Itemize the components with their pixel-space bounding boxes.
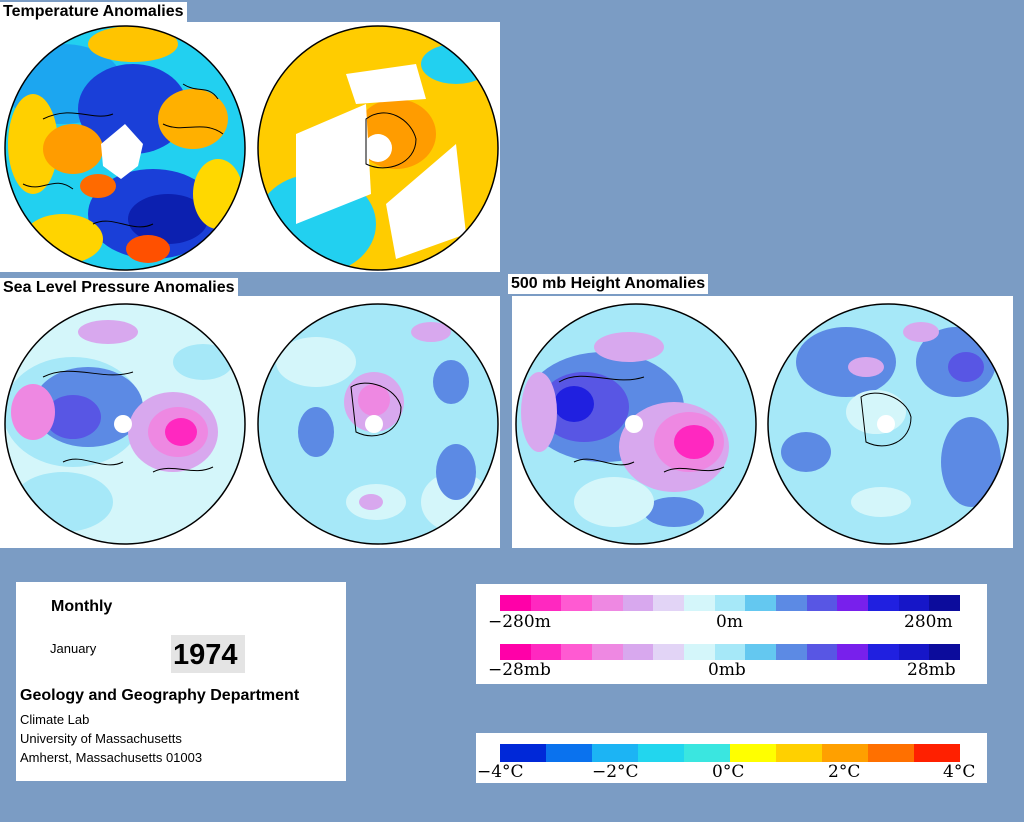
lab-label: Climate Lab <box>20 712 90 727</box>
year-label: 1974 <box>173 639 238 671</box>
height-color-swatch <box>500 595 531 611</box>
pressure-color-swatch <box>868 644 899 660</box>
height-min-label: −280m <box>488 612 551 632</box>
height-color-swatch <box>684 595 715 611</box>
temperature-legend-panel: −4°C −2°C 0°C 2°C 4°C <box>476 733 987 783</box>
temperature-color-bar <box>500 744 960 762</box>
pressure-color-swatch <box>684 644 715 660</box>
pressure-color-swatch <box>592 644 623 660</box>
slp-southern-hemisphere-globe <box>257 303 499 545</box>
temperature-color-swatch <box>592 744 638 762</box>
temperature-northern-hemisphere-globe <box>4 25 246 271</box>
pressure-min-label: −28mb <box>488 660 551 680</box>
temperature-color-swatch <box>868 744 914 762</box>
pressure-color-swatch <box>561 644 593 660</box>
height-color-swatch <box>622 595 654 611</box>
height-color-bar <box>500 595 961 611</box>
pressure-color-swatch <box>898 644 930 660</box>
height-mid-label: 0m <box>716 612 743 632</box>
temperature-tick-minus4: −4°C <box>477 762 524 782</box>
temperature-color-swatch <box>914 744 960 762</box>
slp-northern-hemisphere-globe <box>4 303 246 545</box>
height-color-swatch <box>929 595 961 611</box>
temperature-color-swatch <box>730 744 776 762</box>
temperature-tick-minus2: −2°C <box>592 762 639 782</box>
height-title: 500 mb Height Anomalies <box>508 274 709 294</box>
pressure-color-swatch <box>806 644 838 660</box>
height-color-swatch <box>561 595 593 611</box>
height-color-swatch <box>714 595 746 611</box>
period-label: Monthly <box>51 598 113 615</box>
temperature-southern-hemisphere-globe <box>257 25 499 271</box>
height-color-swatch <box>806 595 838 611</box>
address-label: Amherst, Massachusetts 01003 <box>20 750 203 765</box>
year-badge <box>171 635 245 673</box>
temperature-color-swatch <box>822 744 868 762</box>
height-color-swatch <box>776 595 807 611</box>
pressure-color-swatch <box>745 644 777 660</box>
pressure-color-bar <box>500 644 961 660</box>
department-label: Geology and Geography Department <box>20 687 300 704</box>
pressure-color-swatch <box>622 644 654 660</box>
pressure-color-swatch <box>837 644 869 660</box>
height-color-swatch <box>837 595 869 611</box>
height-northern-hemisphere-globe <box>515 303 757 545</box>
pressure-color-swatch <box>929 644 961 660</box>
pressure-color-swatch <box>714 644 746 660</box>
height-color-swatch <box>868 595 899 611</box>
height-color-swatch <box>653 595 685 611</box>
pressure-mid-label: 0mb <box>708 660 746 680</box>
month-label: January <box>50 641 97 656</box>
temperature-color-swatch <box>776 744 822 762</box>
info-box: Monthly January 1974 Geology and Geograp… <box>16 582 346 781</box>
temperature-tick-4: 4°C <box>943 762 976 782</box>
pressure-color-swatch <box>530 644 562 660</box>
temperature-title: Temperature Anomalies <box>0 2 187 22</box>
slp-title: Sea Level Pressure Anomalies <box>0 278 238 298</box>
height-color-swatch <box>898 595 930 611</box>
temperature-color-swatch <box>546 744 592 762</box>
height-color-swatch <box>592 595 623 611</box>
temperature-color-swatch <box>500 744 546 762</box>
temperature-tick-2: 2°C <box>828 762 861 782</box>
height-color-swatch <box>530 595 562 611</box>
temperature-color-swatch <box>684 744 730 762</box>
university-label: University of Massachusetts <box>20 731 182 746</box>
height-southern-hemisphere-globe <box>767 303 1009 545</box>
temperature-tick-0: 0°C <box>712 762 745 782</box>
height-max-label: 280m <box>904 612 953 632</box>
temperature-color-swatch <box>638 744 684 762</box>
pressure-max-label: 28mb <box>907 660 956 680</box>
pressure-color-swatch <box>776 644 807 660</box>
anomaly-legend-panel: −280m 0m 280m −28mb 0mb 28mb <box>476 584 987 684</box>
pressure-color-swatch <box>500 644 531 660</box>
height-color-swatch <box>745 595 777 611</box>
pressure-color-swatch <box>653 644 685 660</box>
